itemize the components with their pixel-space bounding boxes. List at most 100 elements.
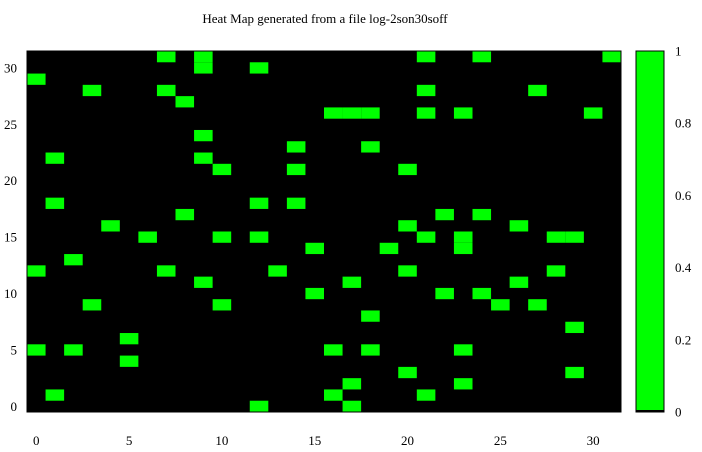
heatmap-cell [398, 220, 417, 232]
heatmap-cell [45, 152, 65, 164]
heatmap-cell [398, 366, 417, 379]
heatmap-cell [286, 141, 306, 153]
heatmap-cell [286, 197, 306, 209]
heatmap-cell [119, 333, 139, 345]
heatmap-cell [528, 84, 547, 97]
heatmap-cell [324, 344, 343, 356]
heatmap-cell [64, 254, 83, 266]
colorbar-tick-label: 1 [675, 44, 682, 59]
heatmap-cell [27, 73, 46, 85]
heatmap-cell [194, 276, 213, 288]
heatmap-cell [82, 84, 102, 97]
x-tick-label: 15 [308, 433, 321, 448]
heatmap-cell [528, 299, 547, 311]
heatmap-cell [416, 84, 436, 97]
heatmap-cell [27, 344, 46, 356]
heatmap-cell [379, 242, 399, 255]
heatmap-cell [45, 389, 65, 401]
heatmap-cell [156, 84, 176, 97]
y-tick-label: 30 [4, 60, 17, 75]
colorbar-tick-label: 0.6 [675, 188, 692, 203]
colorbar-tick-label: 0.8 [675, 116, 691, 131]
x-tick-label: 10 [215, 433, 228, 448]
heatmap-cell [64, 344, 83, 356]
heatmap-cell [342, 107, 362, 119]
heatmap-cell [602, 51, 621, 63]
colorbar-axis: 0 0.2 0.4 0.6 0.8 1 [675, 44, 692, 420]
x-tick-label: 25 [494, 433, 507, 448]
y-tick-label: 5 [11, 342, 18, 357]
heatmap-cell [194, 152, 213, 164]
heatmap-cell [361, 107, 380, 119]
heatmap-cell [305, 287, 324, 300]
heatmap-cell [249, 62, 269, 74]
heatmap-cells [27, 51, 621, 412]
heatmap-cell [156, 51, 176, 63]
heatmap-cell [565, 231, 584, 243]
heatmap-cell [416, 389, 436, 401]
heatmap-cell [583, 107, 603, 119]
heatmap-cell [453, 242, 473, 255]
heatmap-cell [175, 96, 195, 108]
heatmap-cell [119, 355, 139, 367]
heatmap-cell [565, 321, 584, 334]
heatmap-cell [361, 141, 380, 153]
colorbar-tick-label: 0.4 [675, 260, 692, 275]
y-tick-label: 0 [11, 399, 18, 414]
heatmap-cell [509, 276, 529, 288]
x-tick-label: 0 [33, 433, 40, 448]
heatmap-cell [472, 51, 492, 63]
heatmap-cell [509, 220, 529, 232]
heatmap-cell [416, 231, 436, 243]
x-tick-label: 20 [401, 433, 414, 448]
x-tick-label: 5 [126, 433, 133, 448]
heatmap-cell [82, 299, 102, 311]
heatmap-cell [305, 242, 324, 255]
chart-title: Heat Map generated from a file log-2son3… [202, 11, 448, 26]
heatmap-cell [212, 299, 232, 311]
plot-frame [26, 50, 622, 413]
heatmap-cell [175, 208, 195, 221]
heatmap-cell [416, 107, 436, 119]
heatmap-cell [453, 231, 473, 243]
heatmap-cell [565, 366, 584, 379]
heatmap-cell [286, 163, 306, 176]
colorbar [635, 50, 665, 413]
heatmap-cell [361, 310, 380, 322]
heatmap-cell [398, 163, 417, 176]
heatmap-cell [361, 344, 380, 356]
heatmap-cell [546, 265, 566, 277]
colorbar-low-band [636, 410, 664, 412]
heatmap-cell [212, 231, 232, 243]
heatmap-cell [416, 51, 436, 63]
x-tick-label: 30 [587, 433, 600, 448]
heatmap-cell [472, 287, 492, 300]
heatmap-cell [101, 220, 120, 232]
heatmap-cell [27, 265, 46, 277]
y-tick-label: 25 [4, 117, 17, 132]
heatmap-cell [249, 400, 269, 412]
heatmap-cell [249, 197, 269, 209]
heatmap-cell [194, 51, 213, 63]
heatmap-cell [342, 400, 362, 412]
x-axis: 0 5 10 15 20 25 30 [33, 433, 600, 448]
heatmap-cell [472, 208, 492, 221]
heatmap-cell [546, 231, 566, 243]
heatmap-cell [342, 378, 362, 390]
y-tick-label: 20 [4, 173, 17, 188]
colorbar-tick-label: 0.2 [675, 332, 691, 347]
heatmap-cell [453, 378, 473, 390]
heatmap-cell [268, 265, 287, 277]
heatmap-cell [398, 265, 417, 277]
heatmap-cell [435, 287, 454, 300]
y-tick-label: 15 [4, 230, 17, 245]
heatmap-cell [212, 163, 232, 176]
heatmap-cell [435, 208, 454, 221]
heatmap-cell [453, 344, 473, 356]
heatmap-cell [138, 231, 157, 243]
colorbar-tick-label: 0 [675, 405, 682, 420]
y-tick-label: 10 [4, 286, 17, 301]
y-axis: 0 5 10 15 20 25 30 [4, 60, 17, 413]
heatmap-cell [249, 231, 269, 243]
